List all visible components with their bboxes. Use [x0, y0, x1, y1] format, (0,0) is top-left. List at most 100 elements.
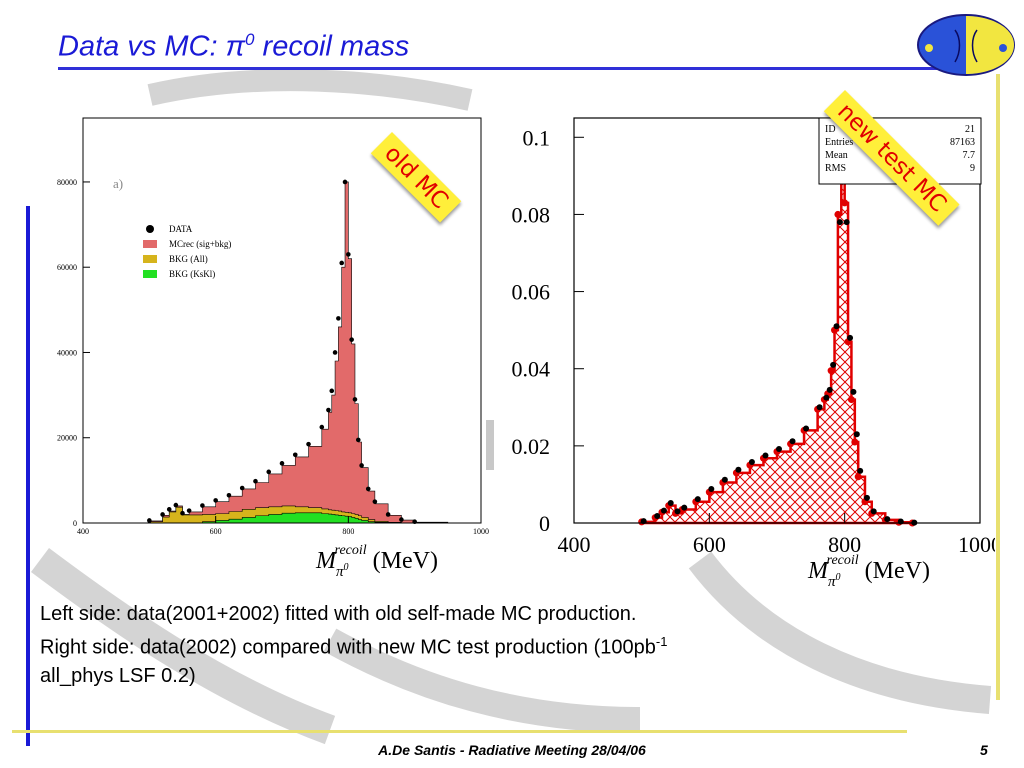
data-point — [200, 503, 205, 508]
data-point — [319, 424, 325, 430]
data-point — [355, 437, 361, 443]
legend-marker — [146, 225, 154, 233]
mc-point — [841, 199, 849, 207]
x-tick-label: 400 — [77, 527, 89, 536]
series-bkg-kskl- — [83, 512, 481, 524]
data-point — [748, 459, 755, 466]
data-point — [385, 512, 391, 517]
stats-key: ID — [825, 124, 836, 135]
stats-key: RMS — [825, 163, 846, 174]
mc-point — [854, 473, 862, 481]
data-point — [336, 316, 341, 321]
data-point — [359, 463, 364, 468]
x-tick-label: 600 — [210, 527, 222, 536]
data-point — [349, 337, 354, 342]
data-point — [226, 492, 232, 498]
data-point — [180, 510, 185, 516]
data-point — [239, 485, 245, 491]
data-point — [292, 452, 298, 458]
data-point — [399, 517, 404, 522]
mc-point — [847, 396, 855, 404]
legend-marker — [143, 270, 157, 278]
right-x-axis-label: Mπ0recoil (MeV) — [808, 553, 930, 590]
y-tick-label: 0 — [73, 519, 77, 528]
y-tick-label: 0.02 — [512, 434, 551, 459]
data-point — [372, 499, 378, 504]
data-point — [853, 431, 860, 438]
data-point — [833, 323, 840, 330]
data-point — [253, 478, 258, 484]
data-point — [789, 438, 796, 445]
old-mc-histogram: 0 20000 40000 60000 80000 400 600 800 1000 a) DATA… — [57, 117, 489, 536]
data-point — [326, 407, 331, 413]
data-point — [762, 452, 769, 459]
description-line-1: Left side: data(2001+2002) fitted with o… — [40, 603, 637, 625]
data-point — [279, 461, 285, 466]
new-mc-histogram: 0 0.02 0.04 0.06 0.08 0.1 400 600 800 1000 ID 21 Ent… — [512, 117, 995, 557]
data-point — [694, 496, 701, 503]
data-point — [160, 512, 165, 517]
data-point — [329, 388, 335, 394]
stats-key: Entries — [825, 137, 853, 148]
legend-label: MCrec (sig+bkg) — [169, 239, 231, 249]
data-point — [857, 467, 864, 474]
kloe-logo — [917, 14, 1015, 76]
x-tick-label: 800 — [828, 532, 861, 557]
plot-frame — [573, 117, 981, 524]
mc-point — [851, 438, 859, 446]
panel-label: a) — [113, 176, 123, 191]
data-point — [850, 388, 857, 395]
y-tick-label: 20000 — [57, 434, 77, 443]
description-line-2: Right side: data(2002) compared with new… — [40, 634, 668, 659]
stats-value: 87163 — [950, 137, 975, 148]
data-point — [776, 445, 782, 452]
stats-key: Mean — [825, 150, 848, 161]
data-point — [826, 386, 833, 393]
data-point — [352, 397, 358, 402]
legend-marker — [143, 255, 157, 263]
mc-point — [834, 210, 842, 218]
x-tick-label: 600 — [693, 532, 726, 557]
footer-rule — [12, 730, 907, 733]
y-tick-label: 0.1 — [523, 125, 551, 150]
y-tick-label: 0.08 — [512, 202, 551, 227]
description-line-3: all_phys LSF 0.2) — [40, 664, 196, 687]
data-point — [735, 466, 742, 473]
legend-marker — [143, 240, 157, 248]
data-point — [870, 508, 877, 515]
data-point — [660, 507, 667, 514]
x-tick-label: 1000 — [958, 532, 995, 557]
left-accent-bar — [26, 206, 30, 746]
legend-label: BKG (All) — [169, 254, 208, 264]
series-mc — [640, 141, 914, 525]
data-point — [803, 425, 810, 432]
data-point — [339, 260, 345, 266]
stats-value: 7.7 — [963, 150, 976, 161]
plot-frame — [82, 117, 482, 524]
legend-label: BKG (KsKl) — [169, 269, 215, 279]
y-tick-label: 0.04 — [512, 357, 551, 382]
data-point — [213, 498, 218, 503]
data-point — [674, 508, 681, 515]
stats-value: 21 — [965, 124, 975, 135]
data-point — [266, 469, 272, 475]
data-point — [823, 394, 830, 401]
data-point — [847, 334, 854, 341]
data-point — [346, 252, 351, 257]
legend-label: DATA — [169, 224, 193, 234]
y-tick-label: 0.06 — [512, 280, 551, 305]
data-point — [708, 486, 715, 493]
data-point — [721, 476, 728, 483]
page-number: 5 — [980, 742, 988, 758]
data-point — [681, 504, 688, 511]
data-point — [654, 513, 661, 520]
y-tick-label: 80000 — [57, 178, 77, 187]
data-point — [173, 502, 179, 508]
data-point — [816, 404, 823, 411]
data-point — [147, 518, 152, 523]
data-point — [365, 486, 371, 492]
data-point — [342, 179, 348, 185]
stats-value: 9 — [970, 163, 975, 174]
data-point — [306, 441, 311, 447]
slide-title: Data vs MC: π0 recoil mass — [58, 30, 410, 63]
